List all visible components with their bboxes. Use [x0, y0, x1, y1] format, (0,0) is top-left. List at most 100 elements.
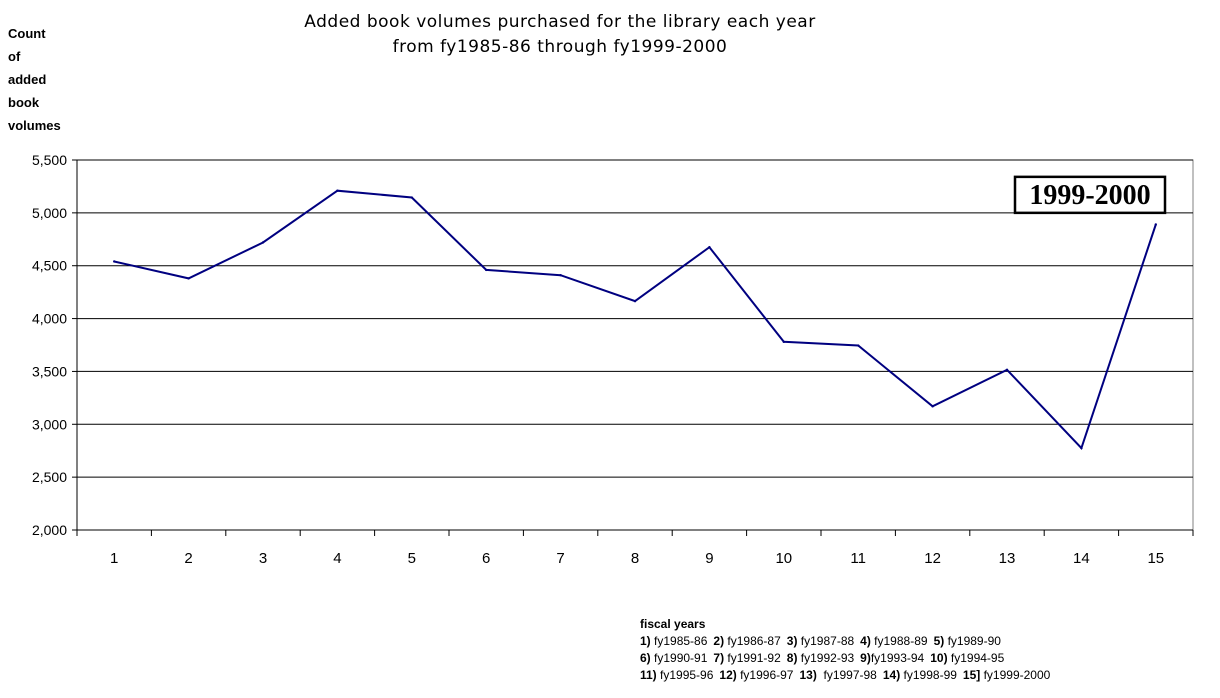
legend-item-number: 10)	[930, 651, 948, 665]
legend-row: 6) fy1990-91 7) fy1991-92 8) fy1992-93 9)fy…	[640, 650, 1056, 667]
legend-item: 9)fy1993-94	[860, 651, 924, 665]
legend-item-text: fy1993-94	[870, 651, 925, 665]
legend-item: 7) fy1991-92	[713, 651, 780, 665]
x-tick-label: 7	[556, 550, 564, 567]
legend-item-number: 1)	[640, 634, 651, 648]
legend-item: 14) fy1998-99	[883, 668, 957, 682]
x-tick-label: 14	[1073, 550, 1090, 567]
data-point	[633, 299, 637, 303]
annotation-box	[1013, 175, 1167, 215]
legend-item: 4) fy1988-89	[860, 634, 927, 648]
legend-item: 13) fy1997-98	[799, 668, 876, 682]
legend-item-text: fy1997-98	[816, 668, 877, 682]
fiscal-years-legend: fiscal years 1) fy1985-86 2) fy1986-87 3) …	[640, 616, 1056, 684]
legend-item: 6) fy1990-91	[640, 651, 707, 665]
y-axis-label-line: book	[8, 95, 40, 110]
legend-item-text: fy1987-88	[797, 634, 855, 648]
legend-item-text: fy1992-93	[797, 651, 855, 665]
legend-item-text: fy1998-99	[900, 668, 957, 682]
x-tick-label: 6	[482, 550, 490, 567]
legend-item-text: fy1995-96	[656, 668, 714, 682]
x-tick-label: 9	[705, 550, 713, 567]
plot-area-frame	[76, 159, 1194, 531]
legend-item-text: fy1996-97	[736, 668, 794, 682]
legend-item: 8) fy1992-93	[787, 651, 854, 665]
data-point	[410, 196, 413, 199]
y-tick-label: 5,000	[32, 205, 67, 221]
x-axis-label: fiscal years	[640, 617, 706, 631]
x-tick-label: 10	[775, 550, 792, 567]
legend-item-text: fy1986-87	[724, 634, 781, 648]
legend-item-number: 7)	[713, 651, 725, 665]
legend-item-number: 8)	[786, 651, 798, 665]
x-tick-label: 2	[184, 550, 192, 567]
legend-item-number: 6)	[640, 651, 651, 665]
data-point	[708, 246, 711, 249]
y-tick-label: 4,500	[32, 258, 67, 274]
legend-item: 15] fy1999-2000	[963, 668, 1050, 682]
legend-item: 5) fy1989-90	[934, 634, 1001, 648]
data-point	[782, 340, 785, 344]
legend-item-number: 15]	[962, 668, 981, 682]
legend-item: 2) fy1986-87	[713, 634, 780, 648]
line-chart: 5,500 5,000 4,500 4,000 3,500 3,000 2,500 2,000…	[32, 152, 1194, 567]
data-point	[559, 274, 562, 277]
legend-item-text: fy1999-2000	[980, 668, 1051, 682]
y-tick-label: 5,500	[32, 152, 67, 168]
x-tick-label: 13	[999, 550, 1016, 567]
chart-title: Added book volumes purchased for the lib…	[200, 10, 920, 60]
y-tick-label: 2,500	[32, 469, 67, 485]
data-point	[336, 189, 339, 192]
chart-title-line-1: Added book volumes purchased for the lib…	[304, 12, 816, 32]
legend-item-number: 2)	[713, 634, 725, 648]
legend-item-text: fy1990-91	[650, 651, 708, 665]
data-point	[1154, 223, 1158, 226]
legend-item-number: 13)	[799, 668, 817, 682]
legend-item-text: fy1991-92	[724, 651, 781, 665]
annotation-label: 1999-2000	[1029, 180, 1150, 211]
y-tick-label: 3,000	[32, 416, 67, 432]
y-axis-label: Count of added book volumes	[8, 22, 88, 137]
x-tick-label: 4	[333, 550, 341, 567]
x-tick-label: 11	[850, 550, 866, 567]
y-tick-label: 2,000	[32, 522, 67, 538]
y-tick-label: 4,000	[32, 311, 67, 327]
y-axis-label-line: of	[8, 49, 21, 64]
legend-item-text: fy1985-86	[650, 634, 708, 648]
y-axis-label-line: added	[8, 72, 47, 87]
legend-item: 10) fy1994-95	[930, 651, 1004, 665]
legend-item: 12) fy1996-97	[719, 668, 793, 682]
legend-item-number: 12)	[719, 668, 737, 682]
legend-item-number: 11)	[640, 668, 657, 682]
x-tick-label: 5	[408, 550, 416, 567]
x-tick-label: 8	[631, 550, 639, 567]
legend-row: 11) fy1995-96 12) fy1996-97 13) fy1997-98 1…	[640, 667, 1056, 684]
legend-item-number: 3)	[786, 634, 798, 648]
legend-item-text: fy1989-90	[944, 634, 1001, 648]
x-tick-label: 12	[924, 550, 941, 567]
data-point	[187, 277, 190, 280]
legend-item-text: fy1988-89	[870, 634, 928, 648]
data-point	[931, 405, 934, 408]
data-point	[1080, 446, 1083, 450]
x-tick-label: 1	[110, 550, 118, 567]
y-axis-label-line: volumes	[8, 118, 61, 133]
data-point	[113, 260, 116, 263]
legend-item-number: 5)	[933, 634, 945, 648]
legend-row: 1) fy1985-86 2) fy1986-87 3) fy1987-88 4) f…	[640, 633, 1056, 650]
data-point	[857, 344, 860, 347]
legend-item: 1) fy1985-86	[640, 634, 707, 648]
legend-item: 11) fy1995-96	[640, 668, 713, 682]
legend-item-number: 9)	[860, 651, 871, 665]
x-tick-label: 3	[259, 550, 267, 567]
data-point	[485, 268, 488, 272]
legend-item-number: 14)	[882, 668, 901, 682]
y-tick-label: 3,500	[32, 363, 67, 379]
legend-item-text: fy1994-95	[947, 651, 1005, 665]
x-tick-label: 15	[1147, 550, 1164, 567]
data-series-line	[113, 189, 1157, 450]
y-axis-label-line: Count	[8, 26, 46, 41]
data-point	[261, 241, 265, 244]
data-point	[1005, 368, 1009, 372]
chart-title-line-2: from fy1985-86 through fy1999-2000	[392, 37, 728, 57]
